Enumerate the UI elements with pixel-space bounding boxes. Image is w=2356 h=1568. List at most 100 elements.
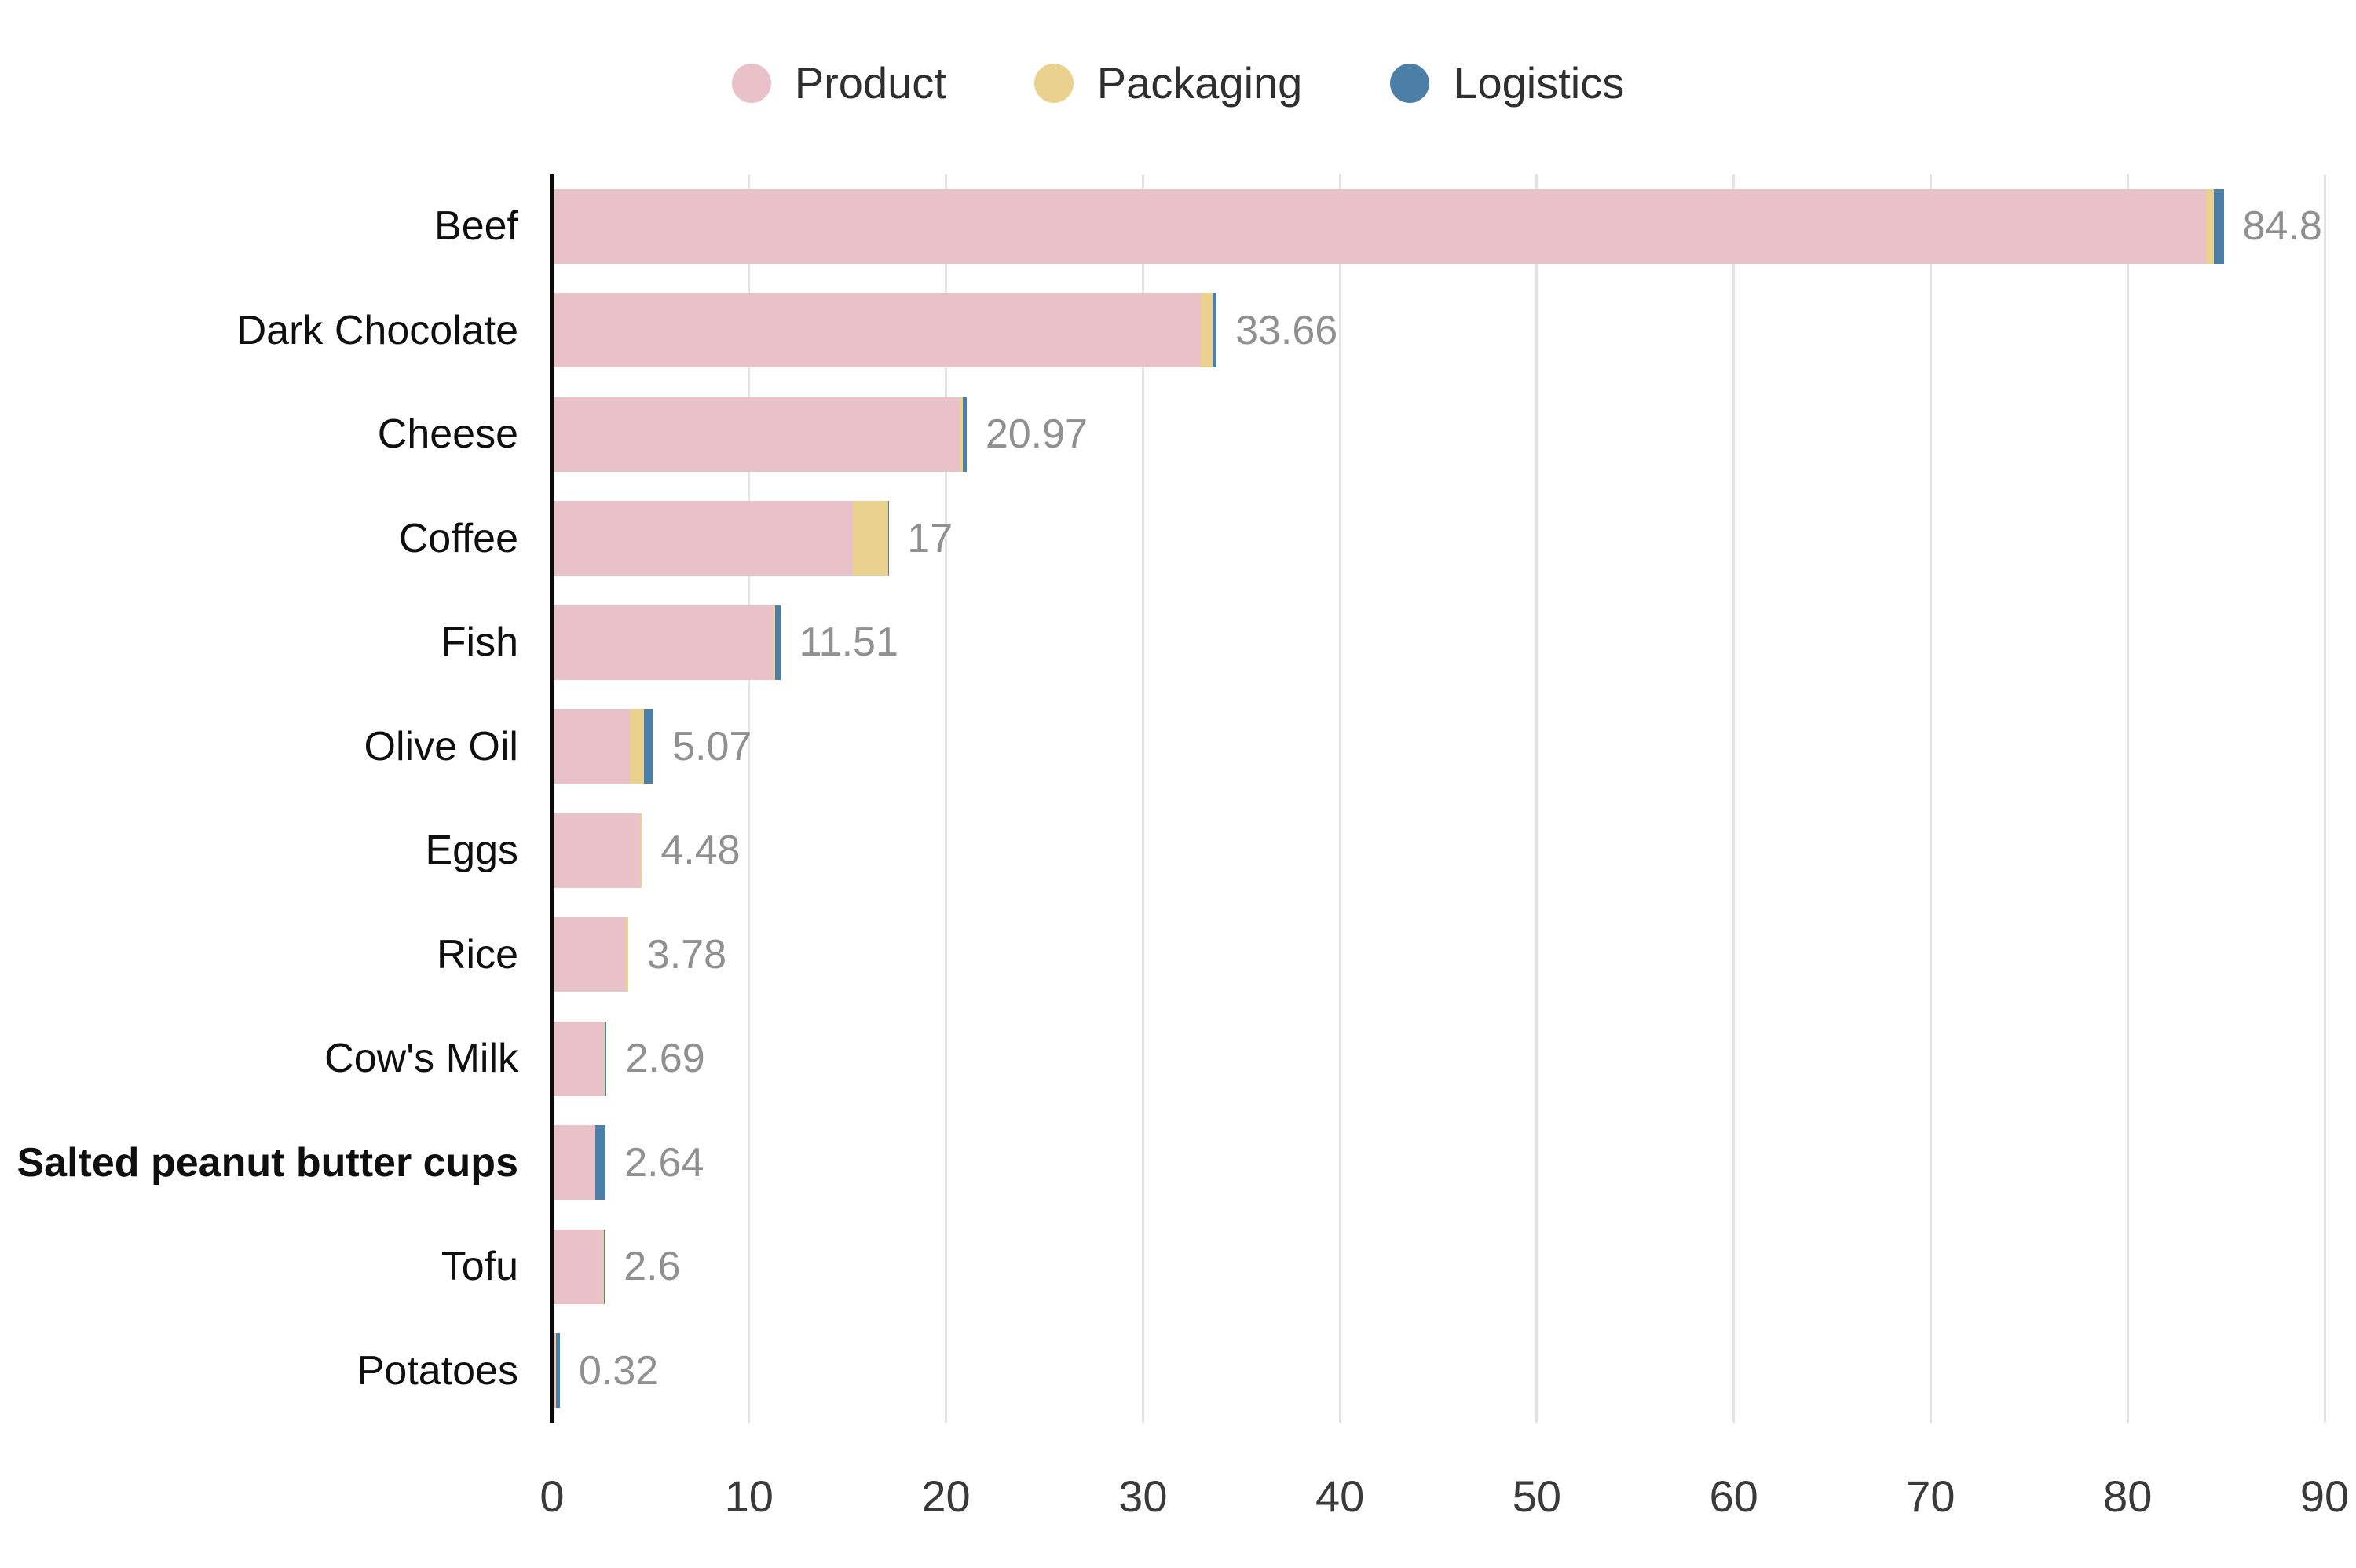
bar-segment-packaging[interactable] bbox=[602, 1229, 604, 1304]
value-label: 2.6 bbox=[624, 1244, 681, 1290]
legend-swatch-logistics bbox=[1390, 64, 1430, 103]
bar-segment-logistics[interactable] bbox=[887, 501, 889, 576]
bar-row: 33.66 bbox=[554, 293, 1338, 368]
bar-segment-packaging[interactable] bbox=[773, 605, 776, 680]
x-tick-label: 60 bbox=[1709, 1471, 1758, 1521]
bar-segment-logistics[interactable] bbox=[643, 709, 654, 784]
value-label: 2.69 bbox=[625, 1036, 705, 1082]
bar-segment-packaging[interactable] bbox=[626, 917, 628, 992]
category-label: Potatoes bbox=[357, 1347, 518, 1394]
bar-segment-product[interactable] bbox=[554, 293, 1202, 368]
category-label: Beef bbox=[434, 203, 518, 250]
legend-label: Product bbox=[794, 58, 946, 108]
legend-item-logistics[interactable]: Logistics bbox=[1390, 61, 1624, 105]
gridline-70 bbox=[1929, 174, 1932, 1423]
plot-area: 84.8 33.66 20.97 17 11.51 5.07 4.48 3.78 2.69 2.6… bbox=[554, 174, 2330, 1423]
value-label: 11.51 bbox=[799, 620, 898, 666]
category-label: Dark Chocolate bbox=[236, 307, 518, 353]
category-label: Coffee bbox=[398, 515, 518, 561]
category-label: Rice bbox=[436, 931, 518, 978]
bar-row: 2.64 bbox=[554, 1125, 704, 1201]
x-tick-label: 30 bbox=[1118, 1471, 1168, 1521]
bar-segment-logistics[interactable] bbox=[775, 605, 781, 680]
category-label: Cow's Milk bbox=[324, 1036, 518, 1082]
legend-swatch-packaging bbox=[1033, 64, 1074, 103]
bar-row: 20.97 bbox=[554, 397, 1088, 472]
bar-segment-product[interactable] bbox=[554, 501, 854, 576]
bar-segment-product[interactable] bbox=[554, 1229, 603, 1304]
bar-segment-product[interactable] bbox=[554, 1125, 595, 1201]
bar-row: 2.69 bbox=[554, 1021, 705, 1096]
bar-row: 11.51 bbox=[554, 605, 898, 680]
x-tick-label: 50 bbox=[1512, 1471, 1562, 1521]
x-tick-label: 10 bbox=[724, 1471, 774, 1521]
bar-segment-packaging[interactable] bbox=[853, 501, 888, 576]
category-label: Tofu bbox=[441, 1244, 518, 1290]
bar-segment-product[interactable] bbox=[554, 188, 2207, 264]
bar-segment-logistics[interactable] bbox=[595, 1125, 606, 1201]
legend-item-product[interactable]: Product bbox=[731, 58, 946, 108]
bar-segment-packaging[interactable] bbox=[630, 709, 644, 784]
bar-row: 2.6 bbox=[554, 1229, 681, 1304]
bar-row: 0.32 bbox=[554, 1333, 659, 1409]
value-label: 84.8 bbox=[2242, 203, 2322, 250]
bar-segment-packaging[interactable] bbox=[1201, 293, 1213, 368]
bar-row: 17 bbox=[554, 501, 953, 576]
bar-segment-product[interactable] bbox=[554, 709, 631, 784]
bar-row: 4.48 bbox=[554, 813, 741, 888]
value-label: 3.78 bbox=[646, 931, 726, 978]
bar-segment-logistics[interactable] bbox=[962, 397, 967, 472]
gridline-50 bbox=[1535, 174, 1538, 1423]
gridline-10 bbox=[748, 174, 751, 1423]
bar-segment-logistics[interactable] bbox=[2214, 188, 2224, 264]
gridline-20 bbox=[945, 174, 948, 1423]
value-label: 20.97 bbox=[985, 411, 1088, 458]
legend-swatch-product bbox=[731, 64, 771, 103]
value-label: 2.64 bbox=[624, 1139, 704, 1186]
bar-row: 84.8 bbox=[554, 188, 2322, 264]
x-tick-label: 80 bbox=[2103, 1471, 2153, 1521]
bar-segment-packaging[interactable] bbox=[603, 1021, 605, 1096]
chart-legend: Product Packaging Logistics bbox=[0, 61, 2356, 105]
bar-segment-packaging[interactable] bbox=[2206, 188, 2215, 264]
x-tick-label: 90 bbox=[2299, 1471, 2350, 1521]
bar-segment-logistics[interactable] bbox=[603, 1229, 605, 1304]
bar-row: 3.78 bbox=[554, 917, 726, 992]
bar-segment-product[interactable] bbox=[554, 605, 774, 680]
x-tick-label: 0 bbox=[540, 1471, 565, 1521]
x-tick-label: 20 bbox=[921, 1471, 971, 1521]
x-tick-label: 70 bbox=[1906, 1471, 1955, 1521]
category-label: Fish bbox=[441, 620, 518, 666]
bar-segment-product[interactable] bbox=[554, 917, 627, 992]
legend-label: Packaging bbox=[1096, 58, 1303, 108]
category-label: Salted peanut butter cups bbox=[16, 1139, 518, 1186]
bar-segment-packaging[interactable] bbox=[959, 397, 963, 472]
bar-row: 5.07 bbox=[554, 709, 752, 784]
bar-segment-packaging[interactable] bbox=[594, 1125, 596, 1201]
value-label: 17 bbox=[907, 515, 953, 561]
category-label: Eggs bbox=[425, 828, 518, 874]
gridline-60 bbox=[1732, 174, 1736, 1423]
bar-segment-product[interactable] bbox=[554, 1021, 604, 1096]
gridline-40 bbox=[1338, 174, 1341, 1423]
legend-item-packaging[interactable]: Packaging bbox=[1033, 58, 1303, 108]
value-label: 4.48 bbox=[660, 828, 741, 874]
bar-segment-logistics[interactable] bbox=[555, 1333, 561, 1409]
y-axis-line bbox=[550, 174, 554, 1423]
gridline-80 bbox=[2126, 174, 2129, 1423]
value-label: 0.32 bbox=[579, 1347, 659, 1394]
bar-segment-logistics[interactable] bbox=[605, 1021, 607, 1096]
value-label: 33.66 bbox=[1235, 307, 1338, 353]
bar-segment-packaging[interactable] bbox=[555, 1333, 556, 1409]
x-tick-label: 40 bbox=[1315, 1471, 1365, 1521]
gridline-30 bbox=[1141, 174, 1144, 1423]
bar-segment-logistics[interactable] bbox=[1213, 293, 1217, 368]
gridline-90 bbox=[2323, 174, 2326, 1423]
category-label: Cheese bbox=[377, 411, 518, 458]
bar-segment-packaging[interactable] bbox=[639, 813, 642, 888]
bar-segment-product[interactable] bbox=[554, 1333, 555, 1409]
bar-segment-product[interactable] bbox=[554, 813, 640, 888]
legend-label: Logistics bbox=[1453, 58, 1625, 108]
bar-segment-product[interactable] bbox=[554, 397, 960, 472]
